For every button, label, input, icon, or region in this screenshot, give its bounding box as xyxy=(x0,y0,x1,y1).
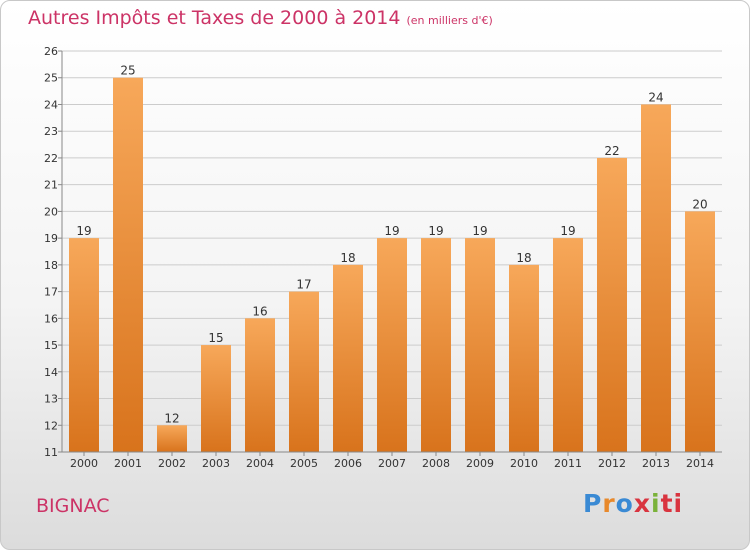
y-tick-label: 15 xyxy=(44,339,58,352)
data-label: 17 xyxy=(296,278,311,292)
y-tick-label: 25 xyxy=(44,72,58,85)
x-tick-label: 2010 xyxy=(510,457,538,470)
x-tick-label: 2013 xyxy=(642,457,670,470)
y-tick-label: 11 xyxy=(44,446,58,459)
chart-title: Autres Impôts et Taxes de 2000 à 2014 (en… xyxy=(28,7,493,29)
logo-letter: P xyxy=(583,489,603,518)
x-tick-label: 2004 xyxy=(246,457,274,470)
place-name: BIGNAC xyxy=(36,495,110,517)
bar xyxy=(201,345,231,452)
x-tick-label: 2007 xyxy=(378,457,406,470)
data-label: 25 xyxy=(120,64,135,78)
logo-letter: x xyxy=(633,489,651,518)
x-tick-label: 2005 xyxy=(290,457,318,470)
data-label: 19 xyxy=(384,224,399,238)
bar xyxy=(685,211,715,452)
y-tick-label: 12 xyxy=(44,419,58,432)
bar xyxy=(289,291,319,452)
data-label: 18 xyxy=(340,251,355,265)
bar xyxy=(245,318,275,452)
y-tick-label: 22 xyxy=(44,152,58,165)
data-label: 19 xyxy=(428,224,443,238)
logo-letter: i xyxy=(651,489,661,518)
data-label: 19 xyxy=(472,224,487,238)
data-label: 16 xyxy=(252,304,267,318)
x-tick-label: 2000 xyxy=(70,457,98,470)
logo-letter: o xyxy=(615,489,634,518)
logo-letter: ti xyxy=(660,489,684,518)
y-tick-label: 21 xyxy=(44,179,58,192)
x-tick-label: 2001 xyxy=(114,457,142,470)
y-tick-label: 24 xyxy=(44,98,58,111)
bar xyxy=(465,238,495,452)
x-tick-label: 2008 xyxy=(422,457,450,470)
x-tick-label: 2006 xyxy=(334,457,362,470)
logo-letter: r xyxy=(602,489,616,518)
proxiti-logo: Proxiti xyxy=(583,489,683,518)
chart-title-text: Autres Impôts et Taxes de 2000 à 2014 xyxy=(28,7,401,29)
data-label: 19 xyxy=(76,224,91,238)
data-label: 18 xyxy=(516,251,531,265)
y-tick-label: 23 xyxy=(44,125,58,138)
data-label: 24 xyxy=(648,90,663,104)
y-tick-label: 16 xyxy=(44,312,58,325)
bars: 19 25 12 15 16 17 18 19 19 19 18 19 22 24 20 xyxy=(69,64,715,452)
data-label: 20 xyxy=(692,197,707,211)
y-tick-label: 17 xyxy=(44,286,58,299)
bar xyxy=(421,238,451,452)
bar xyxy=(509,264,539,452)
x-tick-label: 2002 xyxy=(158,457,186,470)
data-label: 12 xyxy=(164,411,179,425)
y-tick-label: 26 xyxy=(44,45,58,58)
x-tick-label: 2014 xyxy=(686,457,714,470)
data-label: 22 xyxy=(604,144,619,158)
x-tick-label: 2012 xyxy=(598,457,626,470)
bar xyxy=(157,425,187,452)
bar xyxy=(377,238,407,452)
x-tick-label: 2011 xyxy=(554,457,582,470)
y-tick-label: 19 xyxy=(44,232,58,245)
x-tick-label: 2009 xyxy=(466,457,494,470)
axes: 11 12 13 14 15 16 17 18 19 20 21 22 23 24 25 26 2000 2001… xyxy=(44,45,722,470)
x-tick-label: 2003 xyxy=(202,457,230,470)
bar xyxy=(553,238,583,452)
bar xyxy=(69,238,99,452)
data-label: 15 xyxy=(208,331,223,345)
bar xyxy=(113,77,143,452)
y-tick-label: 20 xyxy=(44,205,58,218)
bar xyxy=(333,264,363,452)
y-tick-label: 14 xyxy=(44,366,58,379)
bar xyxy=(597,157,627,452)
bar xyxy=(641,104,671,452)
y-tick-label: 18 xyxy=(44,259,58,272)
chart-subtitle: (en milliers d'€) xyxy=(406,14,493,27)
data-label: 19 xyxy=(560,224,575,238)
y-tick-label: 13 xyxy=(44,393,58,406)
